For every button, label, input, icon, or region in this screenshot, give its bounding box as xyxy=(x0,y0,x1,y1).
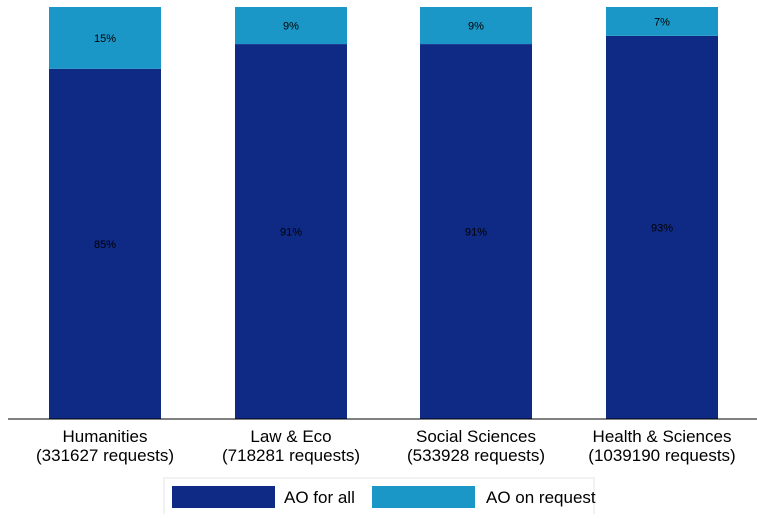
bar-segment-ao-for-all-2 xyxy=(420,44,532,420)
legend-label-ao-on-request: AO on request xyxy=(486,488,596,507)
bar-segment-ao-on-request-2 xyxy=(420,7,532,45)
bar-value-label: 9% xyxy=(283,21,299,33)
bar-segment-ao-for-all-1 xyxy=(235,44,347,420)
bar-segment-ao-for-all-3 xyxy=(606,35,718,420)
bar-segment-ao-on-request-0 xyxy=(49,7,161,69)
bar-segment-ao-on-request-1 xyxy=(235,7,347,45)
x-tick-label: Social Sciences xyxy=(416,427,536,446)
bar-value-label: 91% xyxy=(280,227,302,239)
x-tick-label: Health & Sciences xyxy=(593,427,732,446)
bar-segment-ao-for-all-0 xyxy=(49,68,161,420)
x-tick-label: (533928 requests) xyxy=(407,446,545,465)
x-tick-label: (331627 requests) xyxy=(36,446,174,465)
legend-label-ao-for-all: AO for all xyxy=(284,488,355,507)
x-tick-label: (718281 requests) xyxy=(222,446,360,465)
bar-value-label: 15% xyxy=(94,33,116,45)
x-tick-label: Humanities xyxy=(62,427,147,446)
x-tick-label: (1039190 requests) xyxy=(588,446,735,465)
bar-value-label: 93% xyxy=(651,222,673,234)
bar-value-label: 85% xyxy=(94,239,116,251)
legend-swatch-ao-on-request xyxy=(372,486,475,508)
legend-swatch-ao-for-all xyxy=(172,486,275,508)
x-tick-label: Law & Eco xyxy=(250,427,331,446)
bar-labels-group: 85% 15% 91% 9% 91% 9% 93% 7% xyxy=(94,16,673,250)
legend: AO for all AO on request xyxy=(163,477,596,516)
x-tick-labels-group: Humanities(331627 requests) Law & Eco(718… xyxy=(36,427,736,465)
bar-value-label: 9% xyxy=(468,21,484,33)
bar-value-label: 7% xyxy=(654,16,670,28)
bar-segment-ao-on-request-3 xyxy=(606,7,718,36)
bar-value-label: 91% xyxy=(465,227,487,239)
bars-group xyxy=(49,7,718,420)
